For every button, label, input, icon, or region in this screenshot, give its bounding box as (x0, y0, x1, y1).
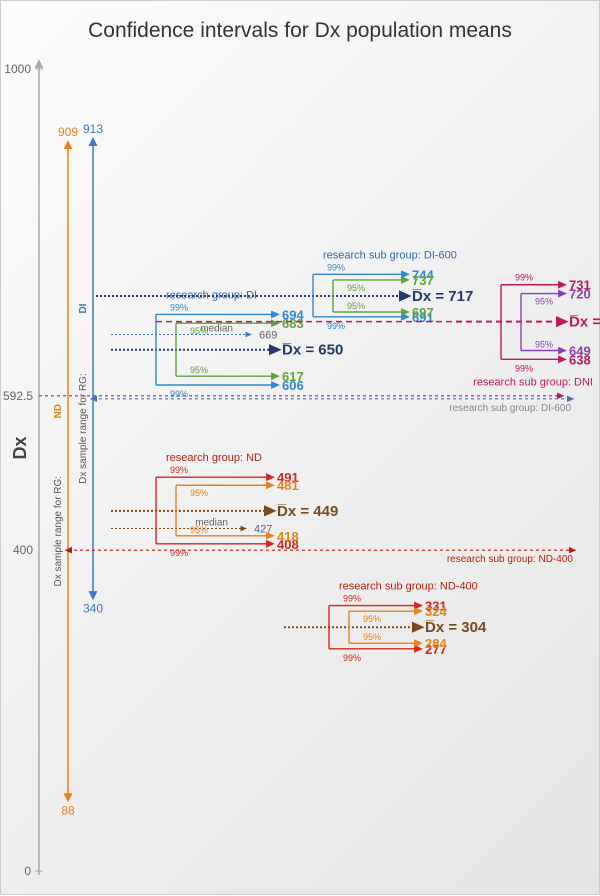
pct-label: 95% (363, 614, 381, 624)
mean-label: D̅x = 685 (569, 314, 600, 331)
group-label: research sub group: ND-400 (339, 581, 478, 593)
mean-label: D̅x = 304 (425, 619, 487, 636)
pct-label: 95% (347, 283, 365, 293)
pct-label: 95% (347, 301, 365, 311)
axis-tick: 1000 (4, 62, 31, 76)
ci-value: 649 (569, 344, 591, 359)
pct-label: 99% (343, 653, 361, 663)
pct-label: 95% (190, 365, 208, 375)
ci-value: 683 (282, 316, 304, 331)
group-label: research group: DI (166, 289, 257, 301)
guide-label: research sub group: DI-600 (449, 403, 571, 414)
median-value: 427 (254, 524, 272, 536)
ci-value: 481 (277, 478, 299, 493)
mean-label: D̅x = 717 (412, 288, 473, 305)
ci-value: 617 (282, 369, 304, 384)
range-tag: ND (53, 404, 64, 418)
mean-label: D̅x = 449 (277, 503, 338, 520)
axis-tick: 592.5 (3, 389, 33, 403)
pct-label: 99% (515, 273, 533, 283)
range-min: 340 (83, 601, 103, 615)
pct-label: 99% (170, 548, 188, 558)
range-label: Dx sample range for RG: (78, 373, 89, 484)
range-min: 88 (61, 803, 75, 817)
pct-label: 95% (535, 340, 553, 350)
pct-label: 99% (515, 363, 533, 373)
pct-label: 99% (170, 465, 188, 475)
guide-label: research sub group: ND-400 (447, 554, 574, 565)
ci-value: 737 (412, 273, 434, 288)
range-label: Dx sample range for RG: (53, 476, 64, 587)
ci-value: 418 (277, 529, 299, 544)
pct-label: 95% (190, 525, 208, 535)
mean-label: D̅x = 650 (282, 342, 343, 359)
range-max: 909 (58, 125, 78, 139)
pct-label: 95% (190, 326, 208, 336)
ci-value: 284 (425, 636, 447, 651)
pct-label: 99% (343, 594, 361, 604)
ci-value: 697 (412, 305, 434, 320)
median-value: 669 (259, 329, 277, 341)
group-label: research group: ND (166, 452, 262, 464)
ci-value: 720 (569, 287, 591, 302)
axis-tick: 400 (13, 543, 33, 557)
group-label: research sub group: DNI (473, 376, 593, 388)
axis-tick: 0 (24, 864, 31, 878)
range-tag: DI (78, 303, 89, 313)
group-label: research sub group: DI-600 (323, 249, 457, 261)
pct-label: 99% (170, 302, 188, 312)
ci-value: 324 (425, 604, 447, 619)
chart-canvas: 0 1000 592.5 909 88 Dx sample range for RG: ND… (1, 1, 600, 896)
pct-label: 95% (190, 488, 208, 498)
range-max: 913 (83, 122, 103, 136)
pct-label: 95% (535, 297, 553, 307)
pct-label: 99% (327, 262, 345, 272)
pct-label: 95% (363, 632, 381, 642)
pct-label: 99% (170, 389, 188, 399)
